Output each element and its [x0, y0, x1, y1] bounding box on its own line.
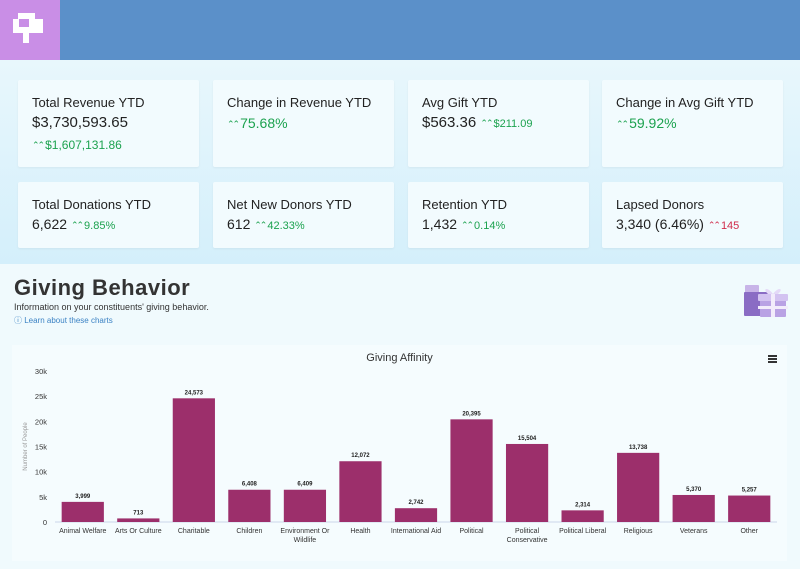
- metric-value: 6,622 ⌃⌃ 9.85%: [32, 216, 116, 232]
- bar-7: [450, 419, 493, 522]
- data-label: 713: [133, 510, 144, 516]
- up-arrow-icon: ⌃⌃: [480, 118, 493, 128]
- up-arrow-icon: ⌃⌃: [227, 119, 240, 129]
- metric-delta: ⌃⌃ $1,607,131.86: [32, 138, 122, 152]
- metrics-panel: Total Revenue YTD $3,730,593.65 ⌃⌃ $1,607…: [0, 60, 800, 264]
- data-label: 13,738: [629, 445, 648, 451]
- metric-title: Total Donations YTD: [32, 197, 151, 212]
- x-tick-label: Political: [515, 528, 540, 535]
- metric-title: Avg Gift YTD: [422, 95, 498, 110]
- bar-9: [561, 510, 604, 522]
- metric-card-lapsed-donors: Lapsed Donors 3,340 (6.46%) ⌃⌃ 145: [602, 182, 783, 248]
- data-label: 2,742: [408, 500, 424, 506]
- data-label: 2,314: [575, 502, 591, 508]
- y-axis-label: Number of People: [23, 422, 29, 471]
- up-arrow-icon: ⌃⌃: [460, 220, 474, 230]
- x-tick-label: Political: [459, 528, 484, 535]
- metric-card-avg-gift: Avg Gift YTD $563.36 ⌃⌃ $211.09: [408, 80, 589, 167]
- y-tick-label: 30k: [35, 367, 47, 376]
- x-tick-label: Other: [740, 528, 758, 535]
- data-label: 6,408: [242, 482, 258, 488]
- metric-card-total-revenue: Total Revenue YTD $3,730,593.65 ⌃⌃ $1,607…: [18, 80, 199, 167]
- x-tick-label: Conservative: [507, 537, 548, 544]
- bar-12: [728, 495, 771, 522]
- giving-affinity-chart-card: Giving Affinity Number of People 0 5k 10k 15…: [12, 345, 787, 561]
- learn-more-link[interactable]: ⓘ Learn about these charts: [14, 316, 113, 325]
- metric-card-change-avg-gift: Change in Avg Gift YTD ⌃⌃ 59.92%: [602, 80, 783, 167]
- metric-card-total-donations: Total Donations YTD 6,622 ⌃⌃ 9.85%: [18, 182, 199, 248]
- y-tick-label: 20k: [35, 417, 47, 426]
- section-subtitle: Information on your constituents' giving…: [14, 302, 209, 312]
- metric-title: Retention YTD: [422, 197, 508, 212]
- metric-delta: ⌃⌃ $211.09: [480, 118, 533, 130]
- x-tick-label: Animal Welfare: [59, 528, 106, 535]
- y-tick-label: 10k: [35, 468, 47, 477]
- data-label: 6,409: [297, 482, 313, 488]
- metric-card-change-revenue: Change in Revenue YTD ⌃⌃ 75.68%: [213, 80, 394, 167]
- metric-delta: ⌃⌃ 42.33%: [254, 220, 305, 232]
- section-title: Giving Behavior: [14, 275, 191, 300]
- bar-2: [172, 398, 215, 522]
- data-label: 15,504: [518, 436, 537, 442]
- x-tick-label: Environment Or: [280, 528, 330, 535]
- metric-delta: ⌃⌃ 0.14%: [460, 220, 506, 232]
- up-arrow-icon: ⌃⌃: [70, 220, 84, 230]
- x-tick-label: Health: [350, 528, 370, 535]
- bar-11: [672, 494, 715, 522]
- metric-value: $3,730,593.65: [32, 114, 128, 131]
- x-tick-label: Veterans: [680, 528, 708, 535]
- metric-card-retention: Retention YTD 1,432 ⌃⌃ 0.14%: [408, 182, 589, 248]
- data-label: 3,999: [75, 494, 91, 500]
- up-arrow-icon: ⌃⌃: [254, 220, 267, 230]
- metric-delta: ⌃⌃ 145: [707, 220, 740, 232]
- up-arrow-icon: ⌃⌃: [616, 119, 629, 129]
- metric-delta: ⌃⌃ 75.68%: [227, 115, 288, 131]
- metric-title: Net New Donors YTD: [227, 197, 352, 212]
- bar-5: [339, 461, 382, 522]
- menu-icon[interactable]: [768, 355, 777, 363]
- y-tick-label: 25k: [35, 392, 47, 401]
- y-tick-label: 0: [43, 518, 47, 527]
- metric-title: Change in Revenue YTD: [227, 95, 372, 110]
- x-tick-label: Charitable: [178, 528, 210, 535]
- up-arrow-icon: ⌃⌃: [32, 140, 45, 150]
- x-tick-label: Arts Or Culture: [115, 528, 162, 535]
- bar-8: [505, 443, 549, 522]
- metric-delta: ⌃⌃ 59.92%: [616, 115, 677, 131]
- metric-value: $563.36 ⌃⌃ $211.09: [422, 114, 533, 131]
- giving-behavior-section: Giving Behavior Information on your cons…: [0, 264, 800, 569]
- y-tick-label: 15k: [35, 443, 47, 452]
- up-arrow-icon: ⌃⌃: [707, 220, 721, 230]
- metric-title: Total Revenue YTD: [32, 95, 145, 110]
- bar-4: [283, 489, 327, 522]
- gift-icon: [744, 285, 788, 317]
- x-tick-label: Wildlife: [294, 537, 317, 544]
- x-tick-label: Children: [236, 528, 262, 535]
- bar-6: [394, 508, 438, 522]
- metric-value: 1,432 ⌃⌃ 0.14%: [422, 216, 506, 232]
- metric-value: 3,340 (6.46%) ⌃⌃ 145: [616, 216, 740, 232]
- metric-card-net-new-donors: Net New Donors YTD 612 ⌃⌃ 42.33%: [213, 182, 394, 248]
- data-label: 5,257: [742, 488, 758, 494]
- x-tick-label: Political Liberal: [559, 528, 607, 535]
- top-bar: [0, 0, 800, 60]
- metric-title: Lapsed Donors: [616, 197, 705, 212]
- metric-value: 612 ⌃⌃ 42.33%: [227, 216, 305, 232]
- data-label: 24,573: [185, 390, 204, 396]
- logo-icon[interactable]: [0, 0, 60, 60]
- bar-1: [117, 518, 160, 522]
- bar-10: [617, 452, 660, 522]
- bar-3: [228, 489, 271, 522]
- data-label: 20,395: [462, 411, 481, 417]
- x-tick-label: International Aid: [391, 528, 441, 535]
- data-label: 5,370: [686, 487, 702, 493]
- bar-0: [61, 501, 104, 522]
- giving-affinity-chart: Number of People 0 5k 10k 15k 20k 25k 30k 3,999 A…: [23, 367, 777, 544]
- metric-title: Change in Avg Gift YTD: [616, 95, 754, 110]
- y-tick-label: 5k: [39, 493, 47, 502]
- metric-delta: ⌃⌃ 9.85%: [70, 220, 116, 232]
- data-label: 12,072: [351, 453, 370, 459]
- chart-title: Giving Affinity: [366, 352, 433, 364]
- x-tick-label: Religious: [624, 528, 653, 535]
